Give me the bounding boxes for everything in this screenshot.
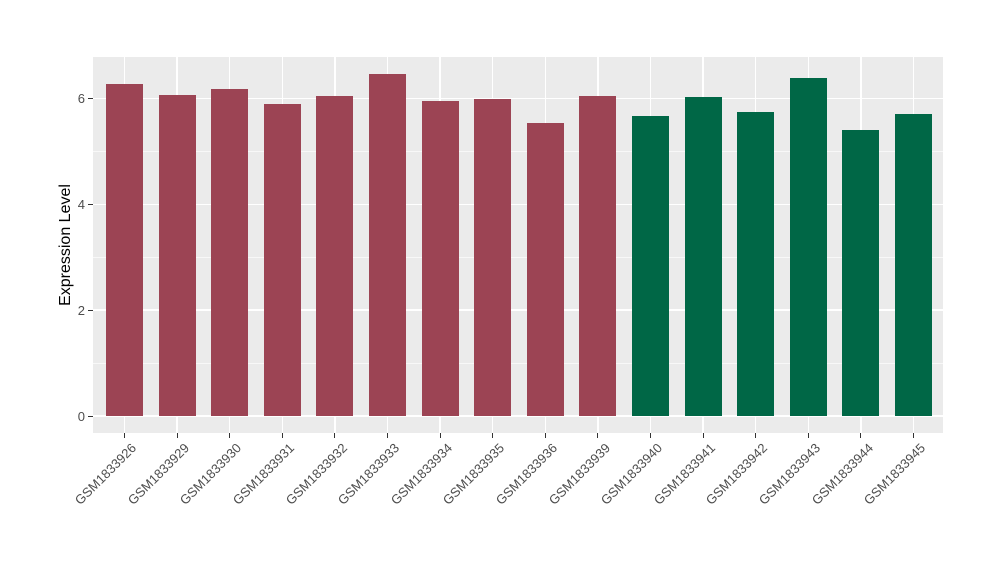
y-tick-label: 6 [77, 91, 85, 107]
bar [684, 97, 722, 416]
x-tick-mark [387, 433, 388, 438]
bar [106, 84, 143, 416]
x-tick-mark [124, 433, 125, 438]
bar [737, 111, 775, 416]
y-tick-mark [88, 203, 93, 205]
gridline-major [93, 97, 943, 100]
x-tick-mark [755, 433, 757, 438]
y-tick-label: 4 [77, 196, 85, 212]
x-tick-mark [334, 433, 336, 438]
x-tick-mark [544, 433, 546, 438]
x-tick-mark [492, 433, 494, 438]
x-tick-mark [176, 433, 178, 438]
bar [789, 78, 827, 416]
bar [421, 101, 459, 416]
x-tick-mark [439, 433, 441, 438]
gridline-minor [93, 362, 943, 364]
gridline-minor [93, 151, 943, 152]
bar [158, 94, 196, 416]
bar [842, 130, 880, 416]
y-tick-mark [88, 309, 93, 311]
y-tick-mark [88, 415, 93, 417]
x-tick-mark [807, 433, 809, 438]
bar [632, 115, 669, 416]
x-tick-mark [281, 433, 283, 438]
bar [474, 99, 512, 416]
gridline-major [93, 309, 943, 311]
y-tick-label: 0 [77, 408, 85, 424]
gridline-major [93, 203, 943, 206]
gridline-major [93, 415, 943, 417]
gridline-minor [93, 256, 943, 258]
x-tick-mark [913, 433, 914, 438]
bar [263, 103, 301, 416]
x-tick-mark [650, 433, 651, 438]
x-tick-mark [597, 433, 599, 438]
x-tick-mark [702, 433, 704, 438]
bar [526, 122, 564, 416]
bar [369, 73, 406, 416]
bar [211, 88, 249, 416]
x-tick-mark [860, 433, 862, 438]
bar [895, 113, 932, 416]
bar [579, 95, 617, 416]
x-tick-mark [229, 433, 231, 438]
y-tick-mark [88, 98, 93, 100]
bar [316, 95, 354, 416]
plot-panel [93, 57, 943, 433]
y-tick-label: 2 [77, 302, 85, 318]
